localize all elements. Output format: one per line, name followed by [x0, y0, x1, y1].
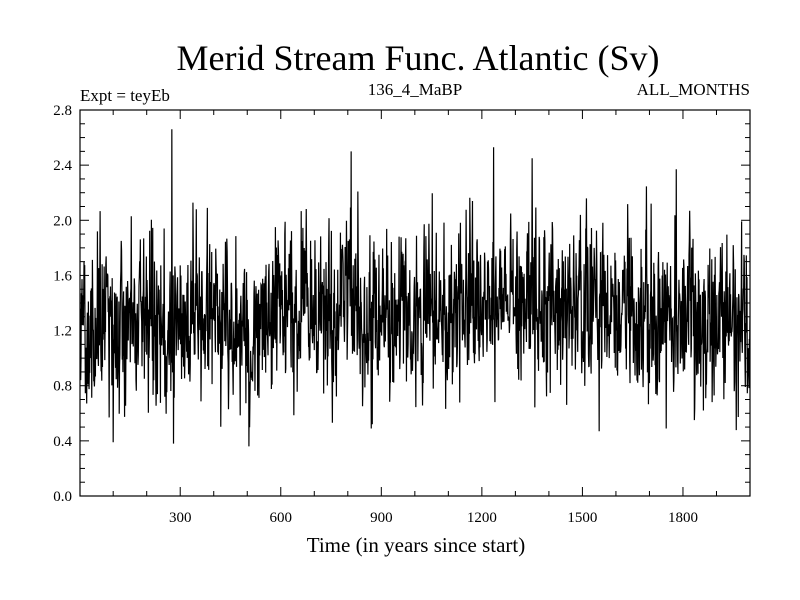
chart-title: Merid Stream Func. Atlantic (Sv): [177, 38, 660, 78]
x-tick-label: 1500: [567, 510, 597, 526]
x-tick-label: 900: [370, 510, 393, 526]
subtitle-months: ALL_MONTHS: [637, 80, 750, 99]
x-tick-label: 1800: [668, 510, 698, 526]
series-line: [80, 129, 750, 447]
x-axis-ticks: 300 600 900 1200 1500 1800: [112, 110, 717, 526]
y-tick-label: 0.8: [53, 379, 72, 395]
y-tick-label: 1.2: [53, 324, 72, 340]
x-tick-label: 300: [169, 510, 192, 526]
y-tick-label: 2.4: [53, 158, 72, 174]
plot-frame: [79, 109, 751, 497]
x-axis-label: Time (in years since start): [307, 533, 526, 557]
y-tick-label: 2.0: [53, 213, 72, 229]
y-tick-label: 0.4: [53, 434, 72, 450]
subtitle-period: 136_4_MaBP: [368, 80, 462, 99]
y-tick-label: 0.0: [53, 489, 72, 505]
subtitle-experiment: Expt = teyEb: [80, 86, 170, 105]
x-tick-label: 1200: [467, 510, 497, 526]
x-tick-label: 600: [270, 510, 293, 526]
y-tick-label: 1.6: [53, 268, 72, 284]
y-tick-label: 2.8: [53, 103, 72, 119]
y-axis-ticks: 0.0 0.4 0.8 1.2 1.6 2.0 2.4 2.8: [53, 103, 750, 505]
